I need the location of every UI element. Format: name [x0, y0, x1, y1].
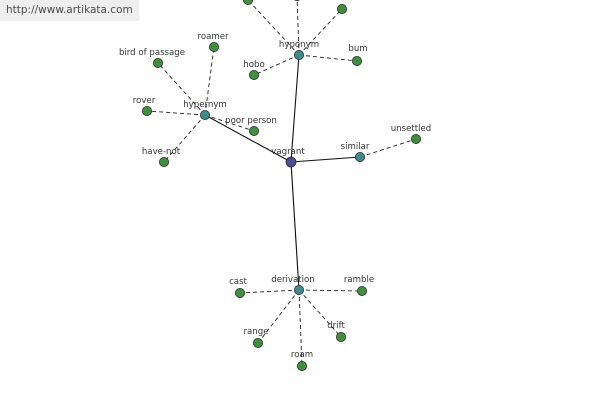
node-roam[interactable]: roam	[291, 350, 313, 371]
edge-similar-unsettled	[359, 138, 417, 158]
node-cast[interactable]: cast	[229, 277, 248, 298]
edge-vagrant-hypernym	[204, 114, 292, 163]
node-label-roam[interactable]: roam	[291, 350, 313, 360]
edge-derivation-cast	[239, 289, 300, 294]
node-label-roamer[interactable]: roamer	[197, 32, 229, 42]
edge-vagrant-similar	[290, 156, 361, 163]
leaf-node-circle[interactable]	[292, 0, 301, 1]
node-roamer[interactable]: roamer	[197, 32, 229, 53]
node-bum[interactable]: bum	[348, 44, 368, 67]
node-label-have-not[interactable]: have-not	[142, 147, 181, 157]
node-bird-of-passage[interactable]: bird of passage	[119, 48, 185, 69]
node-unsettled[interactable]: unsettled	[391, 124, 432, 144]
leaf-node-circle[interactable]	[243, 0, 253, 5]
edge-derivation-roam	[298, 289, 303, 367]
site-url-banner[interactable]: http://www.artikata.com	[0, 0, 139, 21]
node-label-ramble[interactable]: ramble	[344, 275, 374, 285]
category-node-circle[interactable]	[293, 50, 304, 61]
edge-hyponym-hyponym-partial-1	[247, 0, 300, 56]
edge-vagrant-hyponym	[290, 54, 300, 163]
node-hyponym-partial-3[interactable]	[336, 4, 347, 14]
leaf-node-circle[interactable]	[351, 56, 362, 67]
node-hobo[interactable]: hobo	[243, 60, 265, 81]
node-label-unsettled[interactable]: unsettled	[391, 124, 432, 134]
node-ramble[interactable]: ramble	[344, 275, 374, 296]
node-hyponym-partial-2[interactable]	[292, 0, 301, 1]
category-node-circle[interactable]	[293, 284, 304, 295]
leaf-node-circle[interactable]	[356, 285, 367, 296]
edge-hyponym-hyponym-partial-3	[298, 8, 343, 56]
node-label-similar[interactable]: similar	[341, 142, 370, 152]
node-label-bum[interactable]: bum	[348, 44, 367, 54]
edge-hyponym-bum	[298, 54, 358, 62]
node-hyponym[interactable]: hyponym	[279, 40, 319, 61]
edges-layer	[146, 0, 417, 367]
edge-hypernym-bird-of-passage	[157, 62, 206, 116]
leaf-node-circle[interactable]	[336, 4, 347, 14]
leaf-node-circle[interactable]	[252, 337, 263, 348]
leaf-node-circle[interactable]	[410, 133, 421, 144]
edge-derivation-ramble	[298, 289, 363, 292]
leaf-node-circle[interactable]	[234, 287, 245, 298]
node-vagrant[interactable]: vagrant	[271, 147, 305, 168]
leaf-node-circle[interactable]	[141, 106, 152, 117]
leaf-node-circle[interactable]	[158, 156, 169, 167]
node-label-cast[interactable]: cast	[229, 277, 247, 287]
root-node-circle[interactable]	[285, 156, 297, 168]
category-node-circle[interactable]	[354, 151, 365, 162]
node-label-hyponym[interactable]: hyponym	[279, 40, 319, 50]
node-derivation[interactable]: derivation	[271, 275, 315, 295]
node-label-poor-person[interactable]: poor person	[225, 116, 277, 126]
leaf-node-circle[interactable]	[208, 42, 219, 53]
node-label-range[interactable]: range	[244, 327, 269, 337]
node-have-not[interactable]: have-not	[142, 147, 181, 167]
edge-hypernym-rover	[146, 110, 206, 116]
node-label-bird-of-passage[interactable]: bird of passage	[119, 48, 185, 58]
edge-derivation-drift	[298, 289, 342, 338]
nodes-layer: hobo bum roamer bird of passage rover poor pe…	[119, 0, 431, 371]
leaf-node-circle[interactable]	[152, 58, 163, 69]
node-hyponym-partial-1[interactable]	[243, 0, 253, 5]
site-url-text[interactable]: http://www.artikata.com	[6, 4, 133, 16]
node-drift[interactable]: drift	[327, 321, 346, 342]
node-label-rover[interactable]: rover	[133, 96, 156, 106]
leaf-node-circle[interactable]	[248, 70, 259, 81]
edge-hypernym-roamer	[204, 46, 215, 116]
category-node-circle[interactable]	[199, 110, 210, 121]
node-label-vagrant[interactable]: vagrant	[271, 147, 305, 157]
node-label-derivation[interactable]: derivation	[271, 275, 314, 285]
edge-hypernym-poor-person	[204, 114, 255, 132]
edge-hyponym-hyponym-partial-2	[296, 0, 300, 56]
leaf-node-circle[interactable]	[248, 126, 259, 137]
leaf-node-circle[interactable]	[335, 331, 346, 342]
node-similar[interactable]: similar	[341, 142, 370, 162]
node-label-drift[interactable]: drift	[327, 321, 345, 331]
node-label-hypernym[interactable]: hypernym	[183, 100, 227, 110]
edge-hypernym-have-not	[163, 114, 206, 163]
node-label-hobo[interactable]: hobo	[243, 60, 264, 70]
node-hypernym[interactable]: hypernym	[183, 100, 227, 121]
node-rover[interactable]: rover	[133, 96, 156, 117]
edge-vagrant-derivation	[290, 161, 300, 291]
node-poor-person[interactable]: poor person	[225, 116, 277, 137]
node-range[interactable]: range	[244, 327, 269, 348]
edge-hyponym-hobo	[253, 54, 300, 76]
leaf-node-circle[interactable]	[296, 360, 307, 371]
